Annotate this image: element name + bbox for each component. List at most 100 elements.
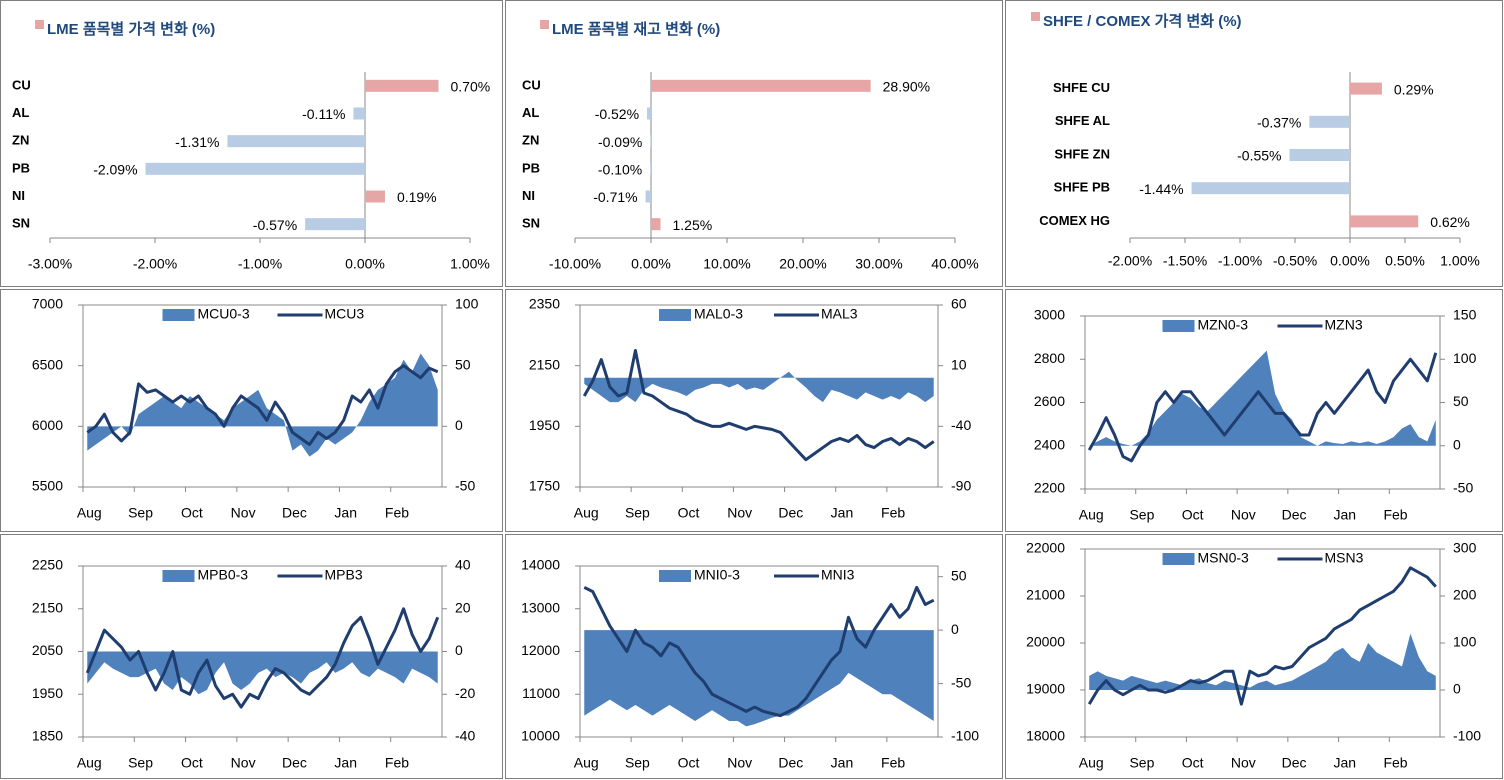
value-label: -0.57% (253, 217, 297, 233)
value-label: -0.71% (593, 189, 637, 205)
x-tick-label: Dec (282, 755, 307, 771)
x-tick-label: Nov (1231, 507, 1256, 523)
x-tick-label: Jan (334, 505, 357, 521)
x-tick-label: Aug (1079, 507, 1104, 523)
x-tick-label: Nov (727, 755, 752, 771)
line (584, 351, 933, 460)
bar (646, 191, 651, 203)
x-tick-label: Oct (1182, 755, 1204, 771)
legend-label: MCU3 (325, 306, 365, 322)
y2-tick-label: 0 (455, 417, 463, 433)
x-tick-label: Feb (1383, 507, 1407, 523)
bar (305, 218, 365, 230)
x-tick-label: Feb (1383, 755, 1407, 771)
category-label: CU (12, 77, 31, 92)
y-tick-label: 21000 (1026, 587, 1065, 603)
x-tick-label: Feb (385, 505, 409, 521)
y2-tick-label: -100 (1453, 728, 1481, 744)
x-tick-label: 0.00% (1330, 253, 1370, 269)
x-tick-label: Dec (1282, 755, 1307, 771)
value-label: -0.09% (598, 134, 642, 150)
x-tick-label: 1.00% (1440, 253, 1480, 269)
legend-label: MAL3 (821, 306, 858, 322)
y-tick-label: 6500 (32, 356, 63, 372)
y2-tick-label: 50 (1453, 393, 1469, 409)
y2-tick-label: -40 (455, 728, 475, 744)
x-tick-label: Sep (1129, 507, 1154, 523)
y-tick-label: 10000 (521, 728, 560, 744)
bar (650, 163, 651, 175)
x-tick-label: 0.50% (1385, 253, 1425, 269)
y-tick-label: 1950 (32, 685, 63, 701)
x-tick-label: -2.00% (1108, 253, 1152, 269)
x-tick-label: 1.00% (450, 256, 490, 272)
bar (146, 163, 365, 175)
x-tick-label: Feb (881, 755, 905, 771)
panel (1006, 1, 1503, 287)
legend-label: MZN3 (1325, 317, 1363, 333)
y-tick-label: 2150 (32, 599, 63, 615)
x-tick-label: -1.00% (238, 256, 282, 272)
y-tick-label: 7000 (32, 296, 63, 312)
y-tick-label: 1850 (32, 728, 63, 744)
x-tick-label: -1.00% (1218, 253, 1262, 269)
page: LME 품목별 가격 변화 (%)-3.00%-2.00%-1.00%0.00%… (0, 0, 1504, 780)
y2-tick-label: 300 (1453, 540, 1477, 556)
y2-tick-label: 50 (455, 356, 471, 372)
bar (353, 108, 365, 120)
x-tick-label: Sep (1129, 755, 1154, 771)
y2-tick-label: 100 (455, 296, 479, 312)
legend-swatch (659, 570, 691, 582)
y-tick-label: 20000 (1026, 634, 1065, 650)
bar (650, 135, 651, 147)
x-tick-label: -2.00% (133, 256, 177, 272)
value-label: -1.31% (175, 134, 219, 150)
x-tick-label: Oct (181, 505, 203, 521)
bar (227, 135, 365, 147)
x-tick-label: Jan (1334, 507, 1357, 523)
x-tick-label: Sep (128, 755, 153, 771)
area (1089, 634, 1436, 690)
y2-tick-label: 20 (455, 599, 471, 615)
x-tick-label: Aug (574, 755, 599, 771)
y2-tick-label: 100 (1453, 350, 1477, 366)
y-tick-label: 13000 (521, 599, 560, 615)
plot-area (1085, 549, 1440, 737)
chart-title: LME 품목별 가격 변화 (%) (47, 20, 215, 38)
category-label: NI (12, 188, 25, 203)
y-tick-label: 14000 (521, 557, 560, 573)
y-tick-label: 2400 (1034, 436, 1065, 452)
x-tick-label: 30.00% (855, 256, 902, 272)
legend-label: MAL0-3 (694, 306, 743, 322)
y2-tick-label: 40 (455, 557, 471, 573)
legend-swatch (1163, 553, 1195, 565)
category-label: PB (522, 160, 540, 175)
area (87, 354, 437, 457)
y2-tick-label: 0 (1453, 436, 1461, 452)
x-tick-label: Dec (282, 505, 307, 521)
x-tick-label: Aug (574, 505, 599, 521)
y2-tick-label: -50 (951, 674, 971, 690)
x-tick-label: Nov (1231, 755, 1256, 771)
y-tick-label: 2150 (529, 356, 560, 372)
x-tick-label: Aug (77, 755, 102, 771)
value-label: 0.62% (1430, 214, 1470, 230)
category-label: SN (522, 216, 540, 231)
chart-title: LME 품목별 재고 변화 (%) (552, 20, 720, 38)
value-label: 28.90% (883, 79, 930, 95)
y2-tick-label: 60 (951, 296, 967, 312)
y2-tick-label: -50 (1453, 480, 1473, 496)
bar (1350, 83, 1382, 95)
area (584, 630, 933, 726)
y-tick-label: 12000 (521, 642, 560, 658)
x-tick-label: Nov (231, 505, 256, 521)
value-label: 1.25% (673, 217, 713, 233)
legend-swatch (1163, 320, 1195, 332)
y-tick-label: 19000 (1026, 681, 1065, 697)
value-label: -0.37% (1257, 115, 1301, 131)
y2-tick-label: 200 (1453, 587, 1477, 603)
x-tick-label: Nov (727, 505, 752, 521)
y2-tick-label: 0 (455, 642, 463, 658)
y-tick-label: 3000 (1034, 307, 1065, 323)
y2-tick-label: 150 (1453, 307, 1477, 323)
